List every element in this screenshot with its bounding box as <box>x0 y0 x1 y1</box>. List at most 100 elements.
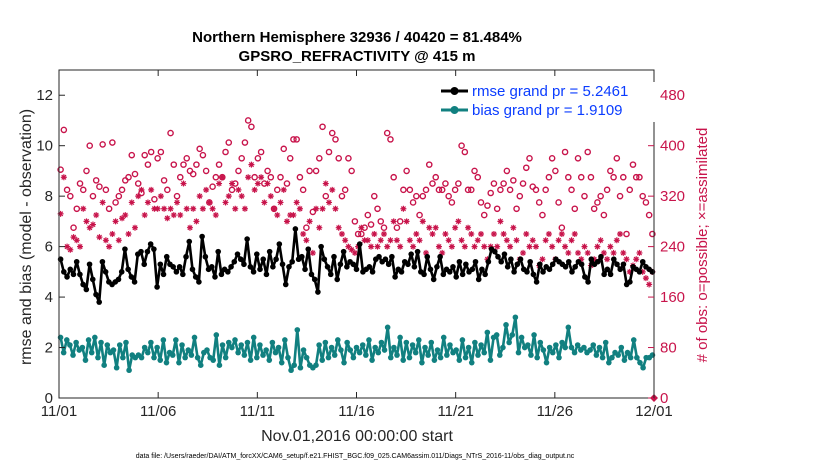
rmse-point <box>408 251 414 257</box>
obs-possible-point <box>577 173 585 181</box>
bias-point <box>313 362 319 369</box>
legend-label-rmse: rmse grand pr = 5.2461 <box>472 83 628 100</box>
obs-assimilated-point <box>558 231 565 237</box>
obs-possible-point <box>235 167 242 175</box>
obs-possible-point <box>215 161 223 168</box>
obs-possible-point <box>102 186 110 194</box>
bias-point <box>216 362 223 369</box>
obs-possible-point <box>167 129 174 137</box>
rmse-point <box>231 258 238 265</box>
bias-point <box>88 349 95 356</box>
obs-assimilated-point <box>361 237 368 244</box>
bias-point <box>101 362 107 369</box>
obs-possible-point <box>257 148 265 156</box>
obs-possible-point <box>403 167 410 175</box>
obs-possible-point <box>312 167 320 175</box>
obs-assimilated-point <box>581 243 588 250</box>
obs-assimilated-point <box>167 205 174 212</box>
bias-point <box>185 347 192 353</box>
obs-possible-point <box>364 211 372 219</box>
obs-possible-point <box>283 180 291 187</box>
rmse-point <box>504 264 511 270</box>
rmse-point <box>86 261 93 268</box>
obs-assimilated-point <box>390 218 397 225</box>
obs-possible-point <box>225 139 233 146</box>
obs-possible-point <box>212 173 220 181</box>
bias-point <box>182 354 188 361</box>
bias-point <box>338 347 344 353</box>
obs-possible-point <box>490 180 498 187</box>
obs-assimilated-point <box>157 193 164 200</box>
obs-possible-point <box>435 186 443 194</box>
obs-possible-point <box>296 173 304 181</box>
obs-assimilated-point <box>594 243 601 250</box>
obs-assimilated-point <box>604 256 611 263</box>
obs-possible-point <box>500 180 507 187</box>
obs-possible-point <box>422 186 430 194</box>
obs-possible-point <box>503 167 511 175</box>
obs-assimilated-point <box>306 218 313 225</box>
bias-point <box>431 357 438 363</box>
obs-possible-point <box>112 199 119 206</box>
rmse-point <box>64 274 70 280</box>
obs-assimilated-point <box>571 231 578 237</box>
bias-point <box>627 354 634 361</box>
rmse-point <box>594 258 601 265</box>
obs-possible-point <box>380 224 388 231</box>
rmse-point <box>344 264 350 270</box>
bias-point <box>406 354 413 361</box>
axes: 0 2 4 6 8 10 12 0 80 160 240 320 400 480 11/01 11/06 11/… <box>36 69 685 420</box>
bias-point <box>204 347 210 353</box>
rmse-point <box>260 256 267 263</box>
obs-possible-point <box>128 151 136 159</box>
bias-point <box>593 352 600 358</box>
obs-possible-point <box>183 155 191 162</box>
obs-possible-point <box>445 192 452 200</box>
obs-assimilated-point <box>523 231 530 237</box>
obs-possible-point <box>594 199 601 206</box>
obs-assimilated-point <box>542 237 549 244</box>
bias-point <box>219 342 226 348</box>
obs-possible-point <box>581 192 588 200</box>
obs-possible-point <box>131 170 139 178</box>
obs-assimilated-point <box>452 224 459 231</box>
obs-possible-point <box>73 205 81 213</box>
obs-assimilated-point <box>86 224 93 231</box>
bias-point <box>422 344 428 351</box>
obs-possible-point <box>199 151 207 159</box>
obs-possible-point <box>597 192 604 200</box>
rmse-point <box>607 271 614 278</box>
bias-point <box>375 349 382 356</box>
obs-assimilated-point <box>229 180 236 187</box>
bias-point <box>294 327 301 333</box>
obs-possible-point <box>202 167 210 175</box>
obs-assimilated-point <box>500 231 507 237</box>
bias-point <box>282 337 288 343</box>
bias-point <box>73 339 79 346</box>
rmse-point <box>311 276 318 283</box>
obs-possible-point <box>209 183 216 190</box>
bias-point <box>409 342 416 348</box>
obs-assimilated-point <box>568 237 575 244</box>
obs-assimilated-point <box>128 199 135 206</box>
obs-possible-point <box>319 123 326 131</box>
obs-assimilated-point <box>526 243 533 250</box>
bias-point <box>384 324 391 331</box>
rmse-point <box>99 258 106 265</box>
bias-point <box>540 347 547 353</box>
bias-point <box>546 344 553 351</box>
y-tick-label-right: 400 <box>660 138 685 155</box>
bias-point <box>235 349 241 356</box>
obs-possible-point <box>306 167 313 175</box>
bias-point <box>562 344 569 351</box>
bias-point <box>229 344 235 351</box>
rmse-point <box>446 269 453 275</box>
obs-assimilated-point <box>423 249 430 256</box>
rmse-point <box>147 241 154 247</box>
obs-possible-point <box>189 170 197 178</box>
obs-possible-point <box>574 155 582 162</box>
obs-assimilated-point <box>161 205 168 212</box>
obs-assimilated-point <box>642 275 649 282</box>
obs-possible-point <box>264 167 271 175</box>
y-tick-label-right: 0 <box>660 390 668 407</box>
